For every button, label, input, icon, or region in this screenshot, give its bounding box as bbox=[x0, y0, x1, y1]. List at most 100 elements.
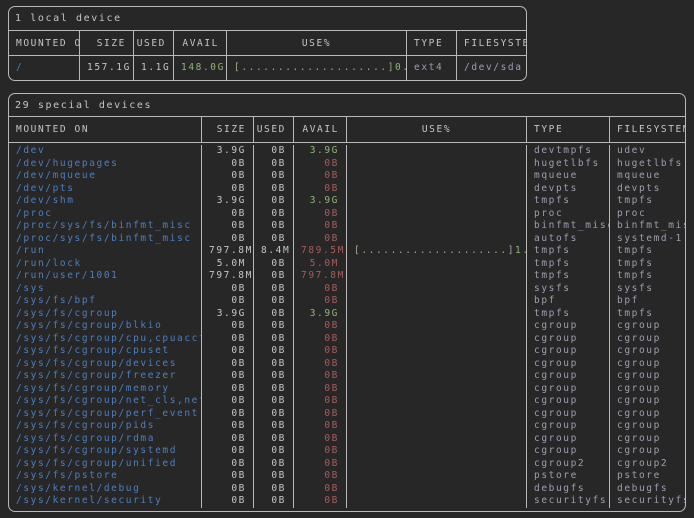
table-row: /sys 0B 0B 0B sysfs sysfs bbox=[9, 283, 685, 296]
filesystem-value: hugetlbfs bbox=[609, 158, 685, 171]
filesystem-value: udev bbox=[609, 145, 685, 158]
avail-value: 3.9G bbox=[293, 308, 346, 321]
filesystem-value: cgroup bbox=[609, 420, 685, 433]
size-value: 0B bbox=[201, 345, 253, 358]
avail-value: 797.8M bbox=[293, 270, 346, 283]
use-percent-cell: [....................]0.7% bbox=[226, 56, 406, 80]
mounted-on-value: /proc bbox=[9, 208, 201, 221]
special-table-header: MOUNTED ON SIZE USED AVAIL USE% TYPE FIL… bbox=[9, 117, 685, 143]
filesystem-value: debugfs bbox=[609, 483, 685, 496]
used-value: 8.4M bbox=[253, 245, 293, 258]
use-percent-cell bbox=[346, 333, 526, 346]
filesystem-value: cgroup bbox=[609, 320, 685, 333]
mounted-on-value: /sys/fs/cgroup bbox=[9, 308, 201, 321]
local-table-body: / 157.1G 1.1G 148.0G [..................… bbox=[9, 56, 526, 80]
table-row: /sys/fs/cgroup/devices 0B 0B 0B cgroup c… bbox=[9, 358, 685, 371]
table-row: /dev/pts 0B 0B 0B devpts devpts bbox=[9, 183, 685, 196]
type-value: cgroup bbox=[526, 333, 609, 346]
mounted-on-value: /sys/fs/cgroup/blkio bbox=[9, 320, 201, 333]
table-row: /sys/fs/bpf 0B 0B 0B bpf bpf bbox=[9, 295, 685, 308]
use-percent-cell bbox=[346, 195, 526, 208]
used-value: 0B bbox=[253, 420, 293, 433]
avail-value: 0B bbox=[293, 420, 346, 433]
type-value: debugfs bbox=[526, 483, 609, 496]
usage-bar: [....................] bbox=[234, 56, 395, 80]
table-row: /sys/fs/cgroup/cpu,cpuacct 0B 0B 0B cgro… bbox=[9, 333, 685, 346]
size-value: 0B bbox=[201, 495, 253, 508]
column-header-filesystem: FILESYSTEM bbox=[456, 31, 526, 55]
used-value: 0B bbox=[253, 220, 293, 233]
used-value: 0B bbox=[253, 320, 293, 333]
mounted-on-value: /run/user/1001 bbox=[9, 270, 201, 283]
size-value: 0B bbox=[201, 320, 253, 333]
use-percent-cell bbox=[346, 283, 526, 296]
mounted-on-value: /sys/kernel/security bbox=[9, 495, 201, 508]
table-row: /sys/fs/cgroup/rdma 0B 0B 0B cgroup cgro… bbox=[9, 433, 685, 446]
mounted-on-value: /sys/fs/cgroup/freezer bbox=[9, 370, 201, 383]
size-value: 0B bbox=[201, 445, 253, 458]
size-value: 0B bbox=[201, 295, 253, 308]
size-value: 0B bbox=[201, 358, 253, 371]
use-percent-cell bbox=[346, 358, 526, 371]
type-value: autofs bbox=[526, 233, 609, 246]
avail-value: 0B bbox=[293, 345, 346, 358]
use-percent-cell bbox=[346, 158, 526, 171]
use-percent-cell bbox=[346, 345, 526, 358]
use-percent-cell: [....................]1.0% bbox=[346, 245, 526, 258]
type-value: bpf bbox=[526, 295, 609, 308]
use-percent-cell bbox=[346, 483, 526, 496]
used-value: 0B bbox=[253, 195, 293, 208]
filesystem-value: bpf bbox=[609, 295, 685, 308]
usage-percent: 1.0% bbox=[515, 245, 526, 258]
column-header-type: TYPE bbox=[406, 31, 456, 55]
type-value: cgroup bbox=[526, 395, 609, 408]
table-row: /sys/fs/cgroup/pids 0B 0B 0B cgroup cgro… bbox=[9, 420, 685, 433]
used-value: 0B bbox=[253, 358, 293, 371]
table-row: /run/user/1001 797.8M 0B 797.8M tmpfs tm… bbox=[9, 270, 685, 283]
avail-value: 0B bbox=[293, 220, 346, 233]
filesystem-value: cgroup bbox=[609, 333, 685, 346]
avail-value: 0B bbox=[293, 183, 346, 196]
filesystem-value: devpts bbox=[609, 183, 685, 196]
special-devices-table: 29 special devices MOUNTED ON SIZE USED … bbox=[8, 93, 686, 512]
table-row: /sys/kernel/security 0B 0B 0B securityfs… bbox=[9, 495, 685, 508]
column-header-mounted-on: MOUNTED ON bbox=[9, 31, 79, 55]
type-value: cgroup bbox=[526, 408, 609, 421]
table-row: /proc/sys/fs/binfmt_misc 0B 0B 0B autofs… bbox=[9, 233, 685, 246]
type-value: cgroup bbox=[526, 345, 609, 358]
used-value: 0B bbox=[253, 470, 293, 483]
type-value: cgroup bbox=[526, 420, 609, 433]
avail-value: 0B bbox=[293, 158, 346, 171]
table-row: /dev/hugepages 0B 0B 0B hugetlbfs hugetl… bbox=[9, 158, 685, 171]
use-percent-cell bbox=[346, 383, 526, 396]
size-value: 0B bbox=[201, 483, 253, 496]
type-value: cgroup bbox=[526, 383, 609, 396]
type-value: tmpfs bbox=[526, 270, 609, 283]
filesystem-value: cgroup bbox=[609, 408, 685, 421]
used-value: 0B bbox=[253, 483, 293, 496]
avail-value: 0B bbox=[293, 408, 346, 421]
avail-value: 789.5M bbox=[293, 245, 346, 258]
type-value: tmpfs bbox=[526, 258, 609, 271]
mounted-on-value: / bbox=[9, 56, 79, 80]
table-row: /sys/fs/cgroup/cpuset 0B 0B 0B cgroup cg… bbox=[9, 345, 685, 358]
filesystem-value: cgroup bbox=[609, 445, 685, 458]
size-value: 157.1G bbox=[79, 56, 133, 80]
avail-value: 0B bbox=[293, 358, 346, 371]
type-value: sysfs bbox=[526, 283, 609, 296]
usage-bar: [....................] bbox=[354, 245, 515, 258]
filesystem-value: /dev/sda bbox=[456, 56, 526, 80]
mounted-on-value: /run bbox=[9, 245, 201, 258]
filesystem-value: cgroup bbox=[609, 395, 685, 408]
filesystem-value: cgroup bbox=[609, 433, 685, 446]
avail-value: 0B bbox=[293, 383, 346, 396]
used-value: 0B bbox=[253, 433, 293, 446]
use-percent-cell bbox=[346, 258, 526, 271]
use-percent-cell bbox=[346, 270, 526, 283]
table-row: /sys/fs/cgroup/perf_event 0B 0B 0B cgrou… bbox=[9, 408, 685, 421]
use-percent-cell bbox=[346, 420, 526, 433]
use-percent-cell bbox=[346, 408, 526, 421]
type-value: mqueue bbox=[526, 170, 609, 183]
filesystem-value: sysfs bbox=[609, 283, 685, 296]
used-value: 0B bbox=[253, 158, 293, 171]
